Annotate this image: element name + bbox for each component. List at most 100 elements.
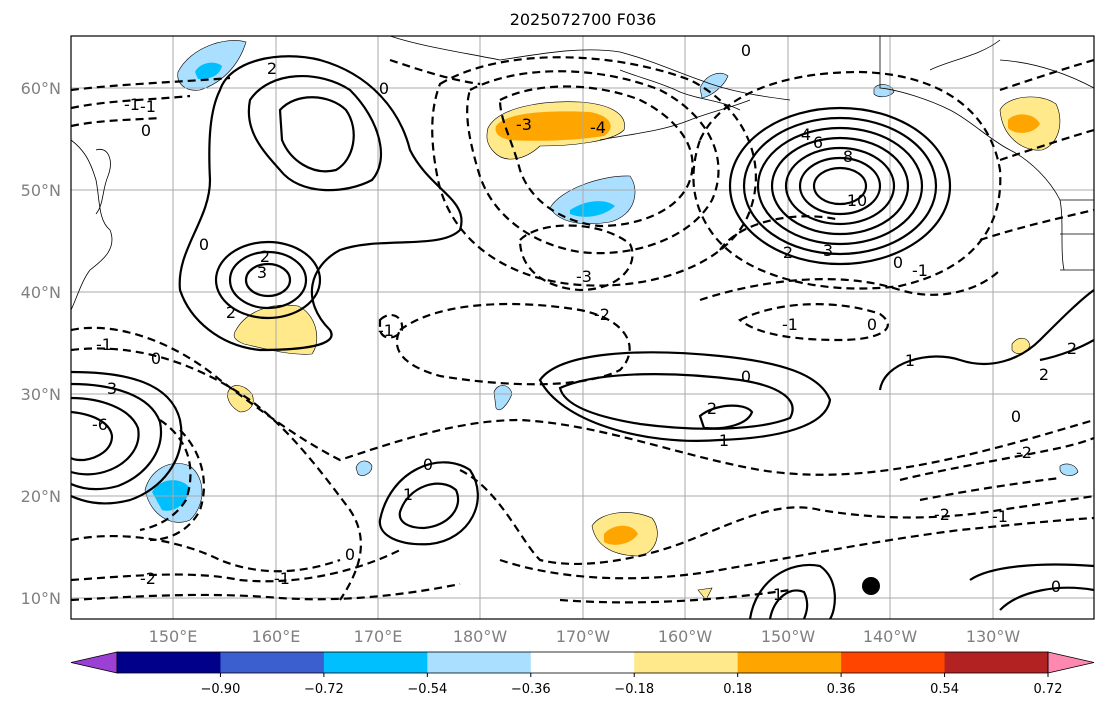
contour-label: 2 <box>783 243 793 262</box>
colorbar-extend-low <box>70 651 118 674</box>
lon-label-150w: 150°W <box>761 627 816 646</box>
contour-label: -2 <box>594 305 610 324</box>
contour-label: 2 <box>1067 339 1077 358</box>
colorbar-segment <box>841 652 946 673</box>
lon-label-130w: 130°W <box>966 627 1021 646</box>
contour-label: 1 <box>773 585 783 604</box>
contour-label: 4 <box>801 125 811 144</box>
longitude-labels: 150°E 160°E 170°E 180°W 170°W 160°W 150°… <box>149 627 1021 646</box>
contour-label: 0 <box>741 41 751 60</box>
negative-anomaly-core <box>152 480 190 511</box>
colorbar-tick-label: 0.36 <box>827 682 856 697</box>
colorbar-segment <box>117 652 221 673</box>
lon-label-150e: 150°E <box>149 627 198 646</box>
contour-label: -1 <box>782 315 798 334</box>
lon-label-160w: 160°W <box>658 627 713 646</box>
contour-label: 2 <box>226 303 236 322</box>
lat-label-40n: 40°N <box>21 283 61 302</box>
contour-label: 2 <box>260 247 270 266</box>
colorbar-tick-label: −0.18 <box>614 682 654 697</box>
lat-label-20n: 20°N <box>21 487 61 506</box>
colorbar-segment <box>220 652 325 673</box>
contour-label: -1 <box>124 95 140 114</box>
contour-label: -6 <box>92 415 108 434</box>
colorbar: −0.90 −0.72 −0.54 −0.36 −0.18 0.18 0.36 0.54 0.7… <box>70 651 1095 697</box>
lat-label-30n: 30°N <box>21 385 61 404</box>
contour-labels: 8 10 6 4 3 2 3 2 0 2 -2 -1 -3 -4 0 2 1 1… <box>92 41 1077 604</box>
contour-label: 10 <box>847 191 867 210</box>
contour-label: -1 <box>274 569 290 588</box>
contour-label: -2 <box>1016 443 1032 462</box>
positive-anomaly-area <box>227 385 254 413</box>
contour-label: -3 <box>576 267 592 286</box>
location-marker <box>862 577 880 595</box>
contour-label: -1 <box>992 507 1008 526</box>
graticule <box>71 36 1094 619</box>
positive-anomaly-core <box>495 111 611 141</box>
contour-label: 0 <box>1051 577 1061 596</box>
positive-contours <box>71 55 1094 619</box>
negative-contours <box>71 56 1094 604</box>
lat-label-60n: 60°N <box>21 79 61 98</box>
contour-label: 0 <box>151 349 161 368</box>
contour-label: 3 <box>823 241 833 260</box>
contour-label: 0 <box>893 253 903 272</box>
contour-label: 0 <box>1011 407 1021 426</box>
lon-label-170e: 170°E <box>354 627 403 646</box>
map-panel: 8 10 6 4 3 2 3 2 0 2 -2 -1 -3 -4 0 2 1 1… <box>70 35 1095 620</box>
contour-label: 0 <box>199 235 209 254</box>
colorbar-tick-label: −0.90 <box>201 682 241 697</box>
colorbar-extend-high <box>1047 651 1095 674</box>
lat-label-50n: 50°N <box>21 181 61 200</box>
colorbar-tick-label: 0.18 <box>723 682 752 697</box>
positive-anomaly-area <box>1011 337 1031 354</box>
colorbar-segment <box>323 652 428 673</box>
contour-label: 0 <box>741 367 751 386</box>
contour-label: -2 <box>934 505 950 524</box>
negative-anomaly-area <box>1059 463 1079 476</box>
shaded-anomalies <box>144 40 1079 601</box>
contour-label: 1 <box>719 431 729 450</box>
colorbar-tick-label: −0.36 <box>511 682 551 697</box>
colorbar-segment <box>634 652 739 673</box>
lon-label-160e: 160°E <box>252 627 301 646</box>
latitude-labels: 60°N 50°N 40°N 30°N 20°N 10°N <box>21 79 61 608</box>
contour-label: -3 <box>516 115 532 134</box>
lon-label-170w: 170°W <box>556 627 611 646</box>
colorbar-tick-label: 0.54 <box>930 682 959 697</box>
contour-label: -1 <box>378 321 394 340</box>
colorbar-frame <box>116 651 1049 674</box>
colorbar-segment <box>427 652 532 673</box>
contour-label: 8 <box>843 147 853 166</box>
lon-label-180w: 180°W <box>453 627 508 646</box>
colorbar-tick-label: −0.72 <box>304 682 344 697</box>
contour-label: -1 <box>96 335 112 354</box>
map-frame <box>70 35 1095 620</box>
colorbar-tick-label: 0.72 <box>1034 682 1063 697</box>
contour-label: -1 <box>140 97 156 116</box>
contour-label: 1 <box>403 485 413 504</box>
negative-anomaly-area <box>355 460 373 476</box>
contour-label: -1 <box>912 261 928 280</box>
contour-label: 0 <box>345 545 355 564</box>
positive-anomaly-core <box>604 525 638 545</box>
contour-label: 0 <box>379 79 389 98</box>
positive-anomaly-core <box>1008 114 1040 133</box>
colorbar-segment <box>530 652 635 673</box>
contour-label: 2 <box>267 59 277 78</box>
contour-label: 2 <box>1039 365 1049 384</box>
colorbar-segment <box>944 652 1049 673</box>
contour-label: -4 <box>590 118 606 137</box>
negative-anomaly-area <box>699 73 729 99</box>
contour-label: 0 <box>141 121 151 140</box>
colorbar-segment <box>737 652 842 673</box>
positive-anomaly-area <box>697 587 713 601</box>
contour-label: -2 <box>140 569 156 588</box>
contour-label: 0 <box>867 315 877 334</box>
contour-label: 2 <box>707 399 717 418</box>
lat-label-10n: 10°N <box>21 589 61 608</box>
contour-label: 3 <box>107 379 117 398</box>
negative-anomaly-core <box>195 62 222 80</box>
lon-label-140w: 140°W <box>863 627 918 646</box>
